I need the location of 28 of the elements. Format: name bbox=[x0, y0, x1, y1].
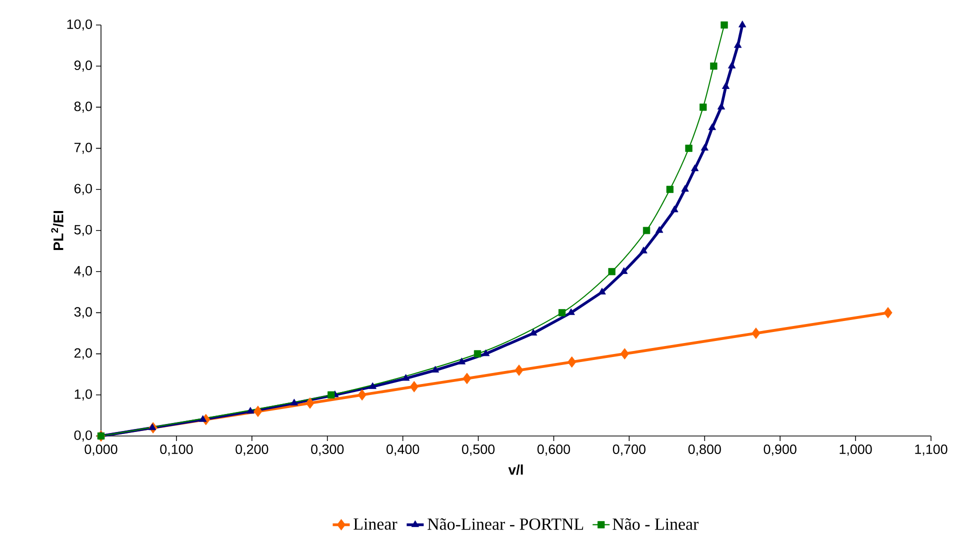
legend-label: Não-Linear - PORTNL bbox=[428, 518, 584, 530]
x-tick-label: 1,100 bbox=[915, 444, 948, 456]
x-tick-label: 0,200 bbox=[236, 444, 268, 456]
x-tick-label: 1,000 bbox=[840, 444, 872, 456]
y-axis-title: PL$^{2}$/EI bbox=[51, 211, 64, 250]
x-tick-label: 0,600 bbox=[537, 444, 570, 456]
x-tick-label: 0,300 bbox=[311, 444, 344, 456]
y-tick-label: 9,0 bbox=[74, 60, 92, 72]
x-tick-label: 0,900 bbox=[764, 444, 796, 456]
y-tick-label: 6,0 bbox=[74, 184, 92, 195]
x-tick-label: 0,500 bbox=[462, 444, 495, 456]
y-tick-label: 8,0 bbox=[74, 102, 92, 113]
legend-label: Não - Linear bbox=[612, 518, 699, 530]
y-tick-label: 1,0 bbox=[74, 389, 92, 400]
y-tick-label: 3,0 bbox=[74, 307, 92, 318]
x-tick-label: 0,800 bbox=[688, 444, 721, 456]
legend-label: Linear bbox=[354, 518, 398, 530]
x-tick-label: 0,100 bbox=[160, 444, 193, 456]
y-tick-label: 10,0 bbox=[67, 19, 92, 31]
y-tick-label: 7,0 bbox=[74, 142, 92, 154]
y-tick-label: 2,0 bbox=[74, 348, 92, 360]
x-tick-label: 0,000 bbox=[84, 444, 118, 456]
y-tick-label: 5,0 bbox=[74, 224, 92, 236]
y-tick-label: 0,0 bbox=[74, 430, 92, 442]
x-axis-title: v/l bbox=[508, 464, 523, 475]
x-tick-label: 0,400 bbox=[386, 444, 420, 456]
y-tick-label: 4,0 bbox=[74, 266, 92, 278]
x-tick-label: 0,700 bbox=[612, 444, 646, 456]
